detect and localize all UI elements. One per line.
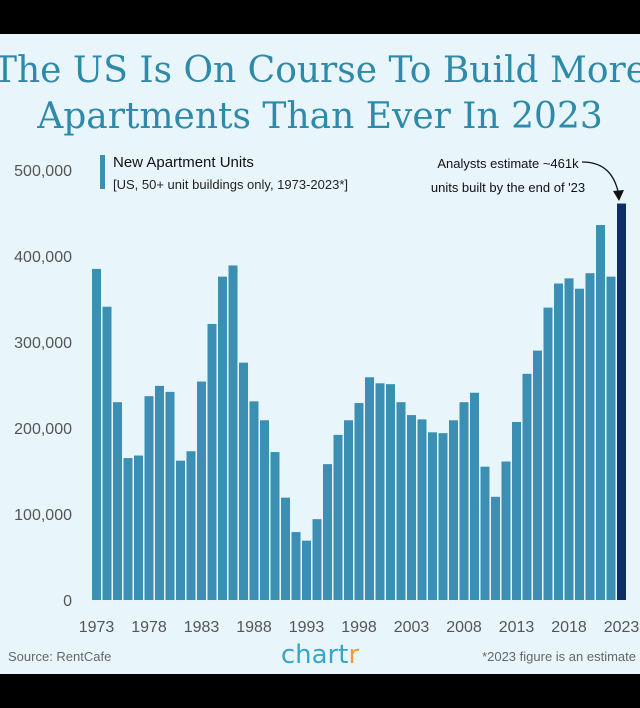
- bar-1992: [291, 532, 301, 600]
- bar-2004: [417, 419, 427, 600]
- bar-2003: [407, 415, 416, 600]
- apartment-units-chart: The US Is On Course To Build More Apartm…: [0, 50, 640, 670]
- bar-2013: [512, 421, 521, 600]
- bar-2017: [554, 283, 563, 600]
- brand-accent: r: [348, 640, 359, 670]
- bar-2022: [606, 276, 616, 600]
- bar-2014: [522, 373, 532, 600]
- bar-1981: [176, 460, 185, 600]
- annotation-line-1: Analysts estimate ~461k: [437, 156, 579, 171]
- bar-1980: [165, 391, 175, 600]
- bar-2011: [491, 496, 500, 600]
- bar-2015: [533, 350, 542, 600]
- bar-1977: [134, 455, 143, 600]
- bar-2001: [386, 384, 395, 600]
- bar-2005: [428, 432, 437, 600]
- bar-2009: [470, 392, 479, 600]
- bar-1973: [92, 268, 101, 600]
- brand-main: chart: [281, 640, 349, 670]
- bar-1999: [365, 377, 374, 600]
- bar-2002: [396, 402, 406, 600]
- y-tick-label: 0: [63, 593, 72, 610]
- bar-1982: [186, 451, 196, 600]
- bar-2000: [375, 383, 385, 600]
- legend-title: New Apartment Units: [113, 154, 254, 171]
- bar-1975: [113, 402, 122, 600]
- bar-1990: [270, 452, 280, 600]
- x-tick-label: 1983: [184, 619, 220, 636]
- bar-2008: [459, 402, 469, 600]
- annotation-arrow-head: [613, 190, 624, 201]
- x-tick-label: 1998: [341, 619, 377, 636]
- bar-2012: [501, 461, 511, 600]
- bar-1997: [344, 420, 353, 600]
- bar-1974: [102, 306, 112, 600]
- chart-panel: The US Is On Course To Build More Apartm…: [0, 34, 640, 674]
- bar-2016: [543, 307, 553, 600]
- x-tick-label: 1978: [131, 619, 167, 636]
- bar-1996: [333, 434, 343, 600]
- bar-1987: [239, 362, 248, 600]
- chart-title-line-1: The US Is On Course To Build More: [0, 50, 640, 91]
- bar-1979: [155, 385, 164, 600]
- x-tick-label: 2003: [394, 619, 430, 636]
- annotation-arrow: [581, 161, 620, 197]
- x-tick-label: 1993: [289, 619, 325, 636]
- chart-title-line-2: Apartments Than Ever In 2023: [36, 96, 603, 137]
- y-tick-label: 500,000: [14, 163, 72, 180]
- source-text: Source: RentCafe: [8, 649, 111, 664]
- bar-2006: [438, 433, 448, 600]
- y-tick-label: 100,000: [14, 507, 72, 524]
- legend-subtitle: [US, 50+ unit buildings only, 1973-2023*…: [113, 177, 348, 192]
- y-tick-label: 400,000: [14, 249, 72, 266]
- bar-2020: [585, 273, 595, 600]
- y-tick-label: 200,000: [14, 421, 72, 438]
- bar-1978: [144, 396, 154, 600]
- bar-2021: [596, 225, 605, 601]
- annotation-line-2: units built by the end of '23: [431, 180, 585, 195]
- bar-1988: [249, 401, 259, 600]
- brand-logo: chartr: [281, 640, 360, 670]
- bar-1995: [323, 464, 332, 600]
- bar-1976: [123, 458, 133, 600]
- y-axis-ticks: 0 100,000 200,000 300,000 400,000 500,000: [14, 163, 72, 610]
- x-tick-label: 2018: [551, 619, 587, 636]
- x-axis-ticks: 1973 1978 1983 1988 1993 1998 2003 2008 2013 2018…: [79, 619, 640, 636]
- bar-1986: [228, 265, 238, 600]
- bar-1994: [312, 519, 322, 600]
- bar-1985: [218, 276, 227, 600]
- bar-1983: [197, 381, 206, 600]
- bar-1991: [281, 497, 290, 600]
- estimate-note: *2023 figure is an estimate: [482, 649, 636, 664]
- bar-2023: [617, 203, 626, 601]
- x-tick-label: 2008: [446, 619, 482, 636]
- bar-1998: [354, 403, 364, 600]
- legend-swatch: [100, 155, 105, 189]
- bar-2007: [449, 420, 458, 600]
- bar-2019: [575, 288, 584, 600]
- bar-1989: [260, 420, 269, 600]
- bars: [92, 203, 626, 601]
- bar-1993: [302, 540, 311, 600]
- x-tick-label: 1973: [79, 619, 115, 636]
- x-tick-label: 1988: [236, 619, 272, 636]
- x-tick-label: 2023: [604, 619, 640, 636]
- x-tick-label: 2013: [499, 619, 535, 636]
- bar-1984: [207, 323, 217, 600]
- bar-2018: [564, 278, 574, 600]
- bar-2010: [480, 466, 490, 600]
- y-tick-label: 300,000: [14, 335, 72, 352]
